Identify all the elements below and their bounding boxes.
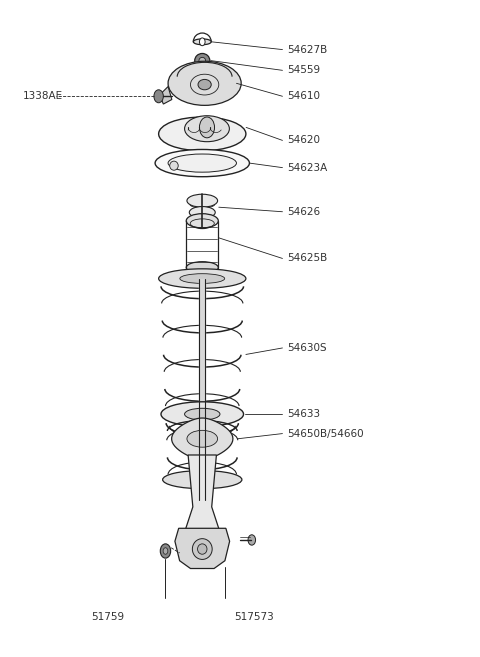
Polygon shape <box>159 87 172 104</box>
Text: 54620: 54620 <box>287 135 320 145</box>
Text: 54623A: 54623A <box>287 163 327 173</box>
Text: 517573: 517573 <box>234 612 274 622</box>
Circle shape <box>199 38 205 46</box>
Polygon shape <box>175 528 229 568</box>
Circle shape <box>163 548 168 555</box>
Text: 54625B: 54625B <box>287 254 327 263</box>
Ellipse shape <box>187 194 217 207</box>
Circle shape <box>199 117 215 138</box>
Ellipse shape <box>189 206 215 218</box>
Ellipse shape <box>195 53 210 68</box>
Ellipse shape <box>180 274 225 283</box>
Text: 54610: 54610 <box>287 91 320 101</box>
Ellipse shape <box>168 154 237 172</box>
Ellipse shape <box>161 402 243 426</box>
Ellipse shape <box>185 408 220 420</box>
Ellipse shape <box>199 57 205 64</box>
Ellipse shape <box>187 430 217 447</box>
Polygon shape <box>184 455 220 533</box>
Ellipse shape <box>185 116 229 142</box>
Circle shape <box>248 535 255 545</box>
Ellipse shape <box>191 217 214 229</box>
Ellipse shape <box>193 39 211 45</box>
Ellipse shape <box>155 150 250 177</box>
Text: 51759: 51759 <box>91 612 124 622</box>
Ellipse shape <box>158 269 246 288</box>
Polygon shape <box>172 418 233 459</box>
Ellipse shape <box>186 214 218 228</box>
Circle shape <box>154 90 163 102</box>
Text: 54627B: 54627B <box>287 45 327 55</box>
Text: 54650B/54660: 54650B/54660 <box>287 428 364 439</box>
Ellipse shape <box>158 117 246 150</box>
Ellipse shape <box>186 261 218 273</box>
Ellipse shape <box>198 79 211 90</box>
Text: 54559: 54559 <box>287 65 320 76</box>
Text: 54630S: 54630S <box>287 343 327 353</box>
Text: 54626: 54626 <box>287 207 320 217</box>
Ellipse shape <box>192 539 212 559</box>
Ellipse shape <box>170 161 178 170</box>
Ellipse shape <box>168 61 241 105</box>
Text: 1338AE: 1338AE <box>23 91 63 101</box>
Ellipse shape <box>198 544 207 555</box>
Ellipse shape <box>163 470 242 489</box>
Circle shape <box>160 544 171 558</box>
Text: 54633: 54633 <box>287 409 320 419</box>
